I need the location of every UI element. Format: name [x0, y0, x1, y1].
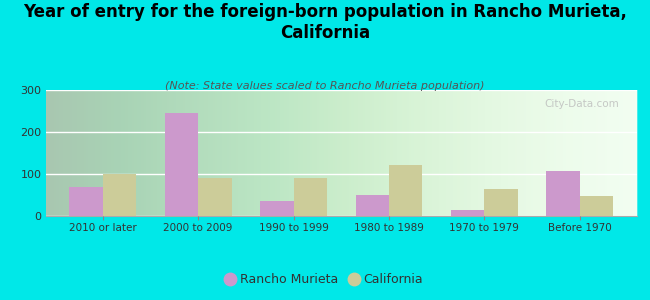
Bar — [70, 187, 103, 216]
Bar — [294, 178, 327, 216]
Bar — [198, 178, 231, 216]
Text: (Note: State values scaled to Rancho Murieta population): (Note: State values scaled to Rancho Mur… — [165, 81, 485, 91]
Text: City-Data.com: City-Data.com — [545, 99, 619, 109]
Bar — [356, 195, 389, 216]
Text: Year of entry for the foreign-born population in Rancho Murieta,
California: Year of entry for the foreign-born popul… — [23, 3, 627, 42]
Bar — [580, 196, 613, 216]
Bar — [547, 171, 580, 216]
Bar — [484, 189, 518, 216]
Legend: Rancho Murieta, California: Rancho Murieta, California — [222, 268, 428, 291]
Bar — [260, 201, 294, 216]
Bar — [451, 210, 484, 216]
Bar — [164, 113, 198, 216]
Bar — [389, 165, 422, 216]
Bar — [103, 174, 136, 216]
